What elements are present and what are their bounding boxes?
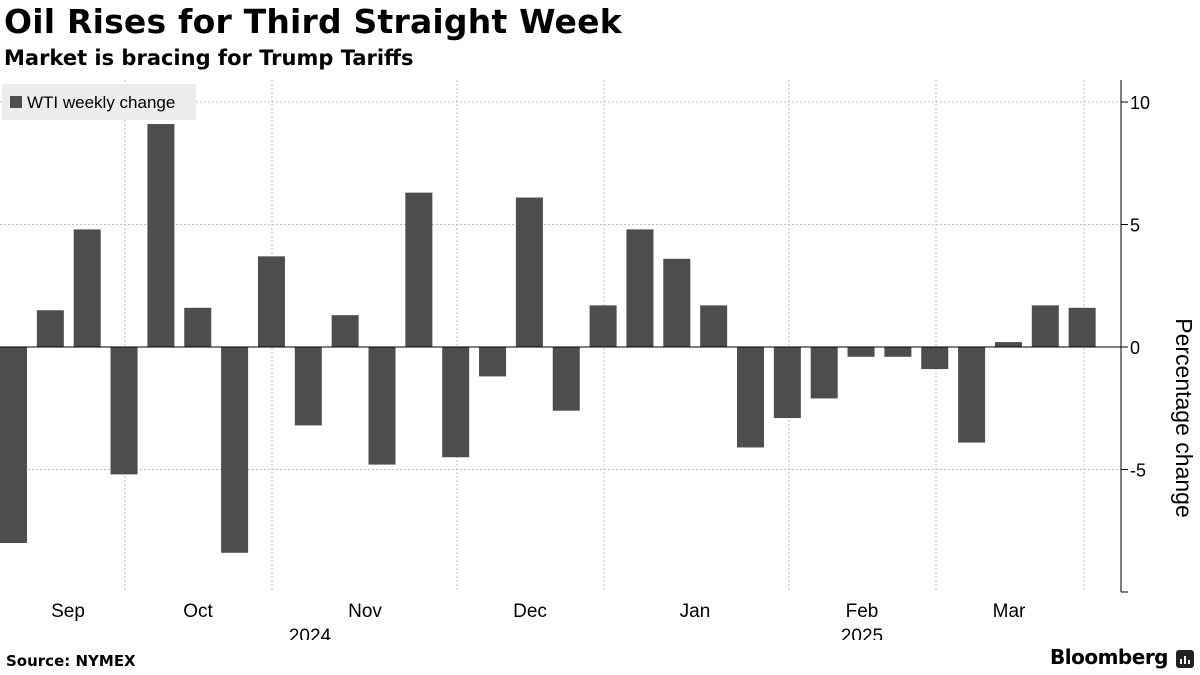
bar — [626, 229, 654, 347]
y-tick-label: -5 — [1130, 461, 1146, 481]
y-tick-label: 0 — [1130, 338, 1140, 358]
x-year-label: 2024 — [289, 626, 332, 640]
bar — [479, 347, 507, 377]
y-tick-label: 5 — [1130, 216, 1140, 236]
bar — [36, 310, 64, 347]
chart-title: Oil Rises for Third Straight Week — [4, 2, 622, 41]
x-tick-label: Mar — [993, 601, 1026, 622]
bar — [1068, 307, 1096, 347]
legend-label: WTI weekly change — [27, 93, 175, 112]
bar — [331, 315, 359, 347]
bar — [0, 347, 27, 543]
bloomberg-logo: Bloomberg — [1050, 645, 1168, 669]
bar — [405, 192, 433, 347]
bar — [589, 305, 617, 347]
legend-swatch — [10, 96, 22, 108]
x-tick-label: Oct — [183, 601, 213, 622]
bar — [110, 347, 138, 475]
bar — [847, 347, 875, 357]
bar — [884, 347, 912, 357]
y-tick-label: 10 — [1130, 93, 1150, 113]
bar — [810, 347, 838, 399]
x-tick-label: Sep — [51, 601, 85, 622]
bar — [700, 305, 728, 347]
bar — [442, 347, 470, 458]
bar — [515, 197, 543, 347]
x-tick-label: Dec — [513, 601, 547, 622]
bar — [257, 256, 285, 347]
y-axis: 10 5 0 -5 — [1120, 80, 1150, 593]
bar — [368, 347, 396, 465]
bar — [294, 347, 322, 426]
legend-background — [2, 84, 196, 120]
x-year-label: 2025 — [841, 626, 883, 640]
bar — [147, 124, 175, 347]
bar — [73, 229, 101, 347]
x-axis-labels: Sep Oct Nov Dec Jan Feb Mar 2024 2025 — [51, 601, 1026, 640]
bloomberg-terminal-icon — [1176, 650, 1194, 668]
bar — [184, 307, 212, 347]
bar — [921, 347, 949, 370]
x-tick-label: Nov — [348, 601, 382, 622]
bar — [773, 347, 801, 419]
source-note: Source: NYMEX — [6, 652, 136, 670]
x-tick-label: Feb — [846, 601, 879, 622]
bar — [1031, 305, 1059, 347]
y-axis-title: Percentage change — [1171, 318, 1197, 518]
x-tick-label: Jan — [680, 601, 711, 622]
bar — [994, 342, 1022, 347]
bar — [737, 347, 764, 448]
bars — [0, 124, 1121, 553]
bar — [663, 258, 691, 347]
bar — [958, 347, 986, 443]
bar — [552, 347, 580, 411]
chart-subtitle: Market is bracing for Trump Tariffs — [4, 46, 414, 70]
chart-area: 10 5 0 -5 Sep Oct Nov Dec Jan Feb Mar 2024 2025 WTI… — [0, 80, 1197, 640]
legend: WTI weekly change — [2, 84, 196, 120]
bar — [221, 347, 249, 553]
